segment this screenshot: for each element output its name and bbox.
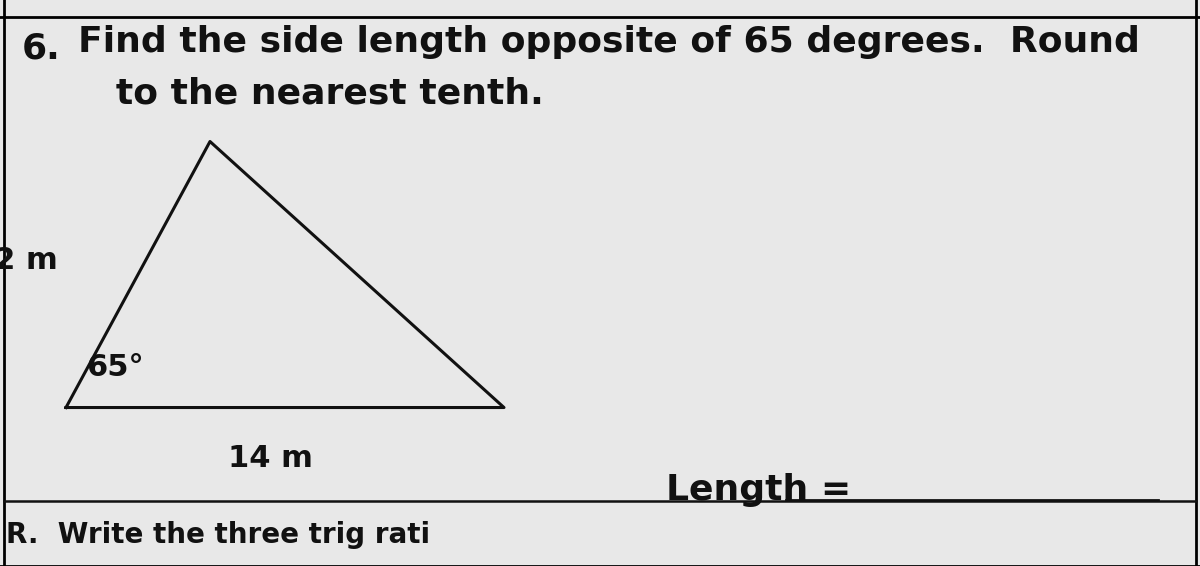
Text: R.  Write the three trig rati: R. Write the three trig rati bbox=[6, 521, 430, 549]
Text: 14 m: 14 m bbox=[228, 444, 312, 473]
Text: Length =: Length = bbox=[666, 473, 851, 507]
Text: to the nearest tenth.: to the nearest tenth. bbox=[78, 76, 544, 110]
Text: 65°: 65° bbox=[86, 353, 144, 383]
Text: Find the side length opposite of 65 degrees.  Round: Find the side length opposite of 65 degr… bbox=[78, 25, 1140, 59]
Text: 12 m: 12 m bbox=[0, 246, 58, 275]
Text: 6.: 6. bbox=[22, 31, 60, 65]
